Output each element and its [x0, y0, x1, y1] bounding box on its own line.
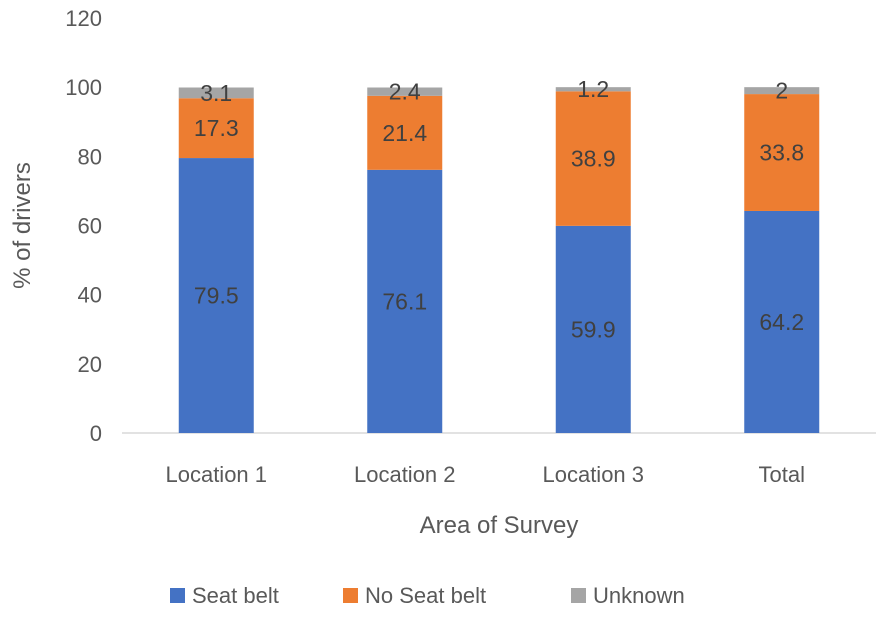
- bar-segment: [555, 87, 631, 92]
- legend-label: Unknown: [593, 583, 685, 608]
- data-label: 33.8: [759, 140, 804, 166]
- bar-segment: [178, 87, 254, 99]
- legend-label: Seat belt: [192, 583, 279, 608]
- y-tick-label: 60: [78, 214, 102, 239]
- y-tick-label: 80: [78, 144, 102, 169]
- data-label: 2.4: [389, 79, 421, 105]
- data-label: 17.3: [194, 115, 239, 141]
- legend-swatch: [343, 588, 358, 603]
- bar-segment: [744, 210, 820, 433]
- y-tick-label: 100: [65, 75, 102, 100]
- x-axis-title: Area of Survey: [420, 512, 579, 539]
- data-label: 76.1: [382, 288, 427, 314]
- bar-segment: [178, 158, 254, 433]
- data-label: 2: [775, 78, 788, 104]
- x-tick-label: Total: [759, 462, 805, 487]
- y-tick-label: 20: [78, 352, 102, 377]
- data-label: 64.2: [759, 309, 804, 335]
- data-label: 59.9: [571, 316, 616, 342]
- bar-segment: [744, 87, 820, 95]
- data-label: 21.4: [382, 120, 427, 146]
- bar-segment: [367, 95, 443, 170]
- bar-segment: [367, 169, 443, 433]
- bar-segment: [367, 87, 443, 96]
- bar-segment: [178, 98, 254, 159]
- data-label: 1.2: [577, 76, 609, 102]
- x-tick-label: Location 2: [354, 462, 456, 487]
- y-tick-label: 40: [78, 283, 102, 308]
- x-tick-label: Location 3: [542, 462, 644, 487]
- data-label: 3.1: [200, 80, 232, 106]
- data-label: 38.9: [571, 146, 616, 172]
- bar-segment: [555, 225, 631, 433]
- legend: Seat belt No Seat belt Unknown: [170, 583, 685, 608]
- x-tick-label: Location 1: [165, 462, 267, 487]
- y-axis-title: % of drivers: [9, 162, 36, 289]
- bar-segment: [555, 91, 631, 226]
- y-tick-label: 120: [65, 6, 102, 31]
- y-tick-label: 0: [90, 421, 102, 446]
- legend-swatch: [170, 588, 185, 603]
- x-axis-ticks: Location 1 Location 2 Location 3 Total: [165, 462, 805, 487]
- legend-swatch: [571, 588, 586, 603]
- bars: 79.5 17.3 3.1 76.1 21.4 2.4 59.9 38.9 1.2 64.2 33.…: [178, 76, 820, 433]
- bar-segment: [744, 94, 820, 211]
- legend-label: No Seat belt: [365, 583, 486, 608]
- data-label: 79.5: [194, 283, 239, 309]
- y-axis-ticks: 0 20 40 60 80 100 120: [65, 6, 102, 446]
